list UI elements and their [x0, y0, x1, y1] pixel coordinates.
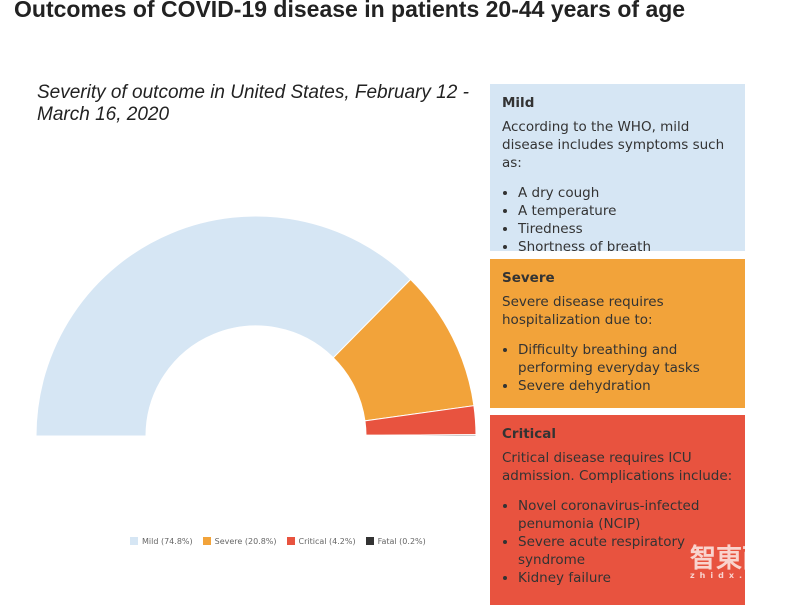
chart-title: Severity of outcome in United States, Fe… — [37, 82, 469, 125]
list-item: A temperature — [518, 202, 733, 220]
list-item: Kidney failure — [518, 569, 733, 587]
list-item: Tiredness — [518, 220, 733, 238]
list-item: A dry cough — [518, 184, 733, 202]
box-text: Critical disease requires ICU admission.… — [502, 450, 733, 484]
list-item: Novel coronavirus-infected penumonia (NC… — [518, 497, 733, 533]
list-item: Severe dehydration — [518, 377, 733, 395]
watermark-logo: 智東西 zhidx.com — [690, 538, 781, 580]
legend: Mild (74.8%) Severe (20.8%) Critical (4.… — [130, 537, 426, 546]
list-item: Difficulty breathing and performing ever… — [518, 341, 733, 377]
legend-label: Critical (4.2%) — [298, 537, 356, 546]
legend-swatch — [286, 537, 295, 545]
legend-item-mild: Mild (74.8%) — [130, 537, 193, 546]
box-title: Critical — [502, 426, 557, 442]
legend-swatch — [130, 537, 138, 545]
legend-label: Mild (74.8%) — [142, 537, 193, 546]
watermark-text: 智東西 — [690, 544, 769, 574]
legend-swatch — [202, 537, 211, 545]
legend-item-severe: Severe (20.8%) — [202, 537, 277, 546]
box-title: Severe — [502, 270, 555, 286]
box-mild: Mild According to the WHO, mild disease … — [490, 84, 745, 255]
page-title: Outcomes of COVID-19 disease in patients… — [14, 0, 686, 22]
legend-item-critical: Critical (4.2%) — [286, 537, 356, 546]
legend-swatch — [365, 537, 374, 545]
slice-mild — [35, 215, 412, 437]
slice-fatal — [365, 434, 477, 437]
legend-item-fatal: Fatal (0.2%) — [365, 537, 426, 546]
watermark-domain: zhidx.com — [690, 571, 781, 580]
list-item: Severe acute respiratory syndrome — [518, 533, 733, 569]
box-text: According to the WHO, mild disease inclu… — [502, 119, 725, 171]
box-critical: Critical Critical disease requires ICU a… — [490, 415, 745, 605]
box-title: Mild — [502, 95, 535, 111]
box-text: Severe disease requires hospitalization … — [502, 294, 664, 328]
list-item: Shortness of breath — [518, 238, 733, 256]
legend-label: Fatal (0.2%) — [377, 537, 426, 546]
box-severe: Severe Severe disease requires hospitali… — [490, 259, 745, 408]
legend-label: Severe (20.8%) — [214, 537, 277, 546]
